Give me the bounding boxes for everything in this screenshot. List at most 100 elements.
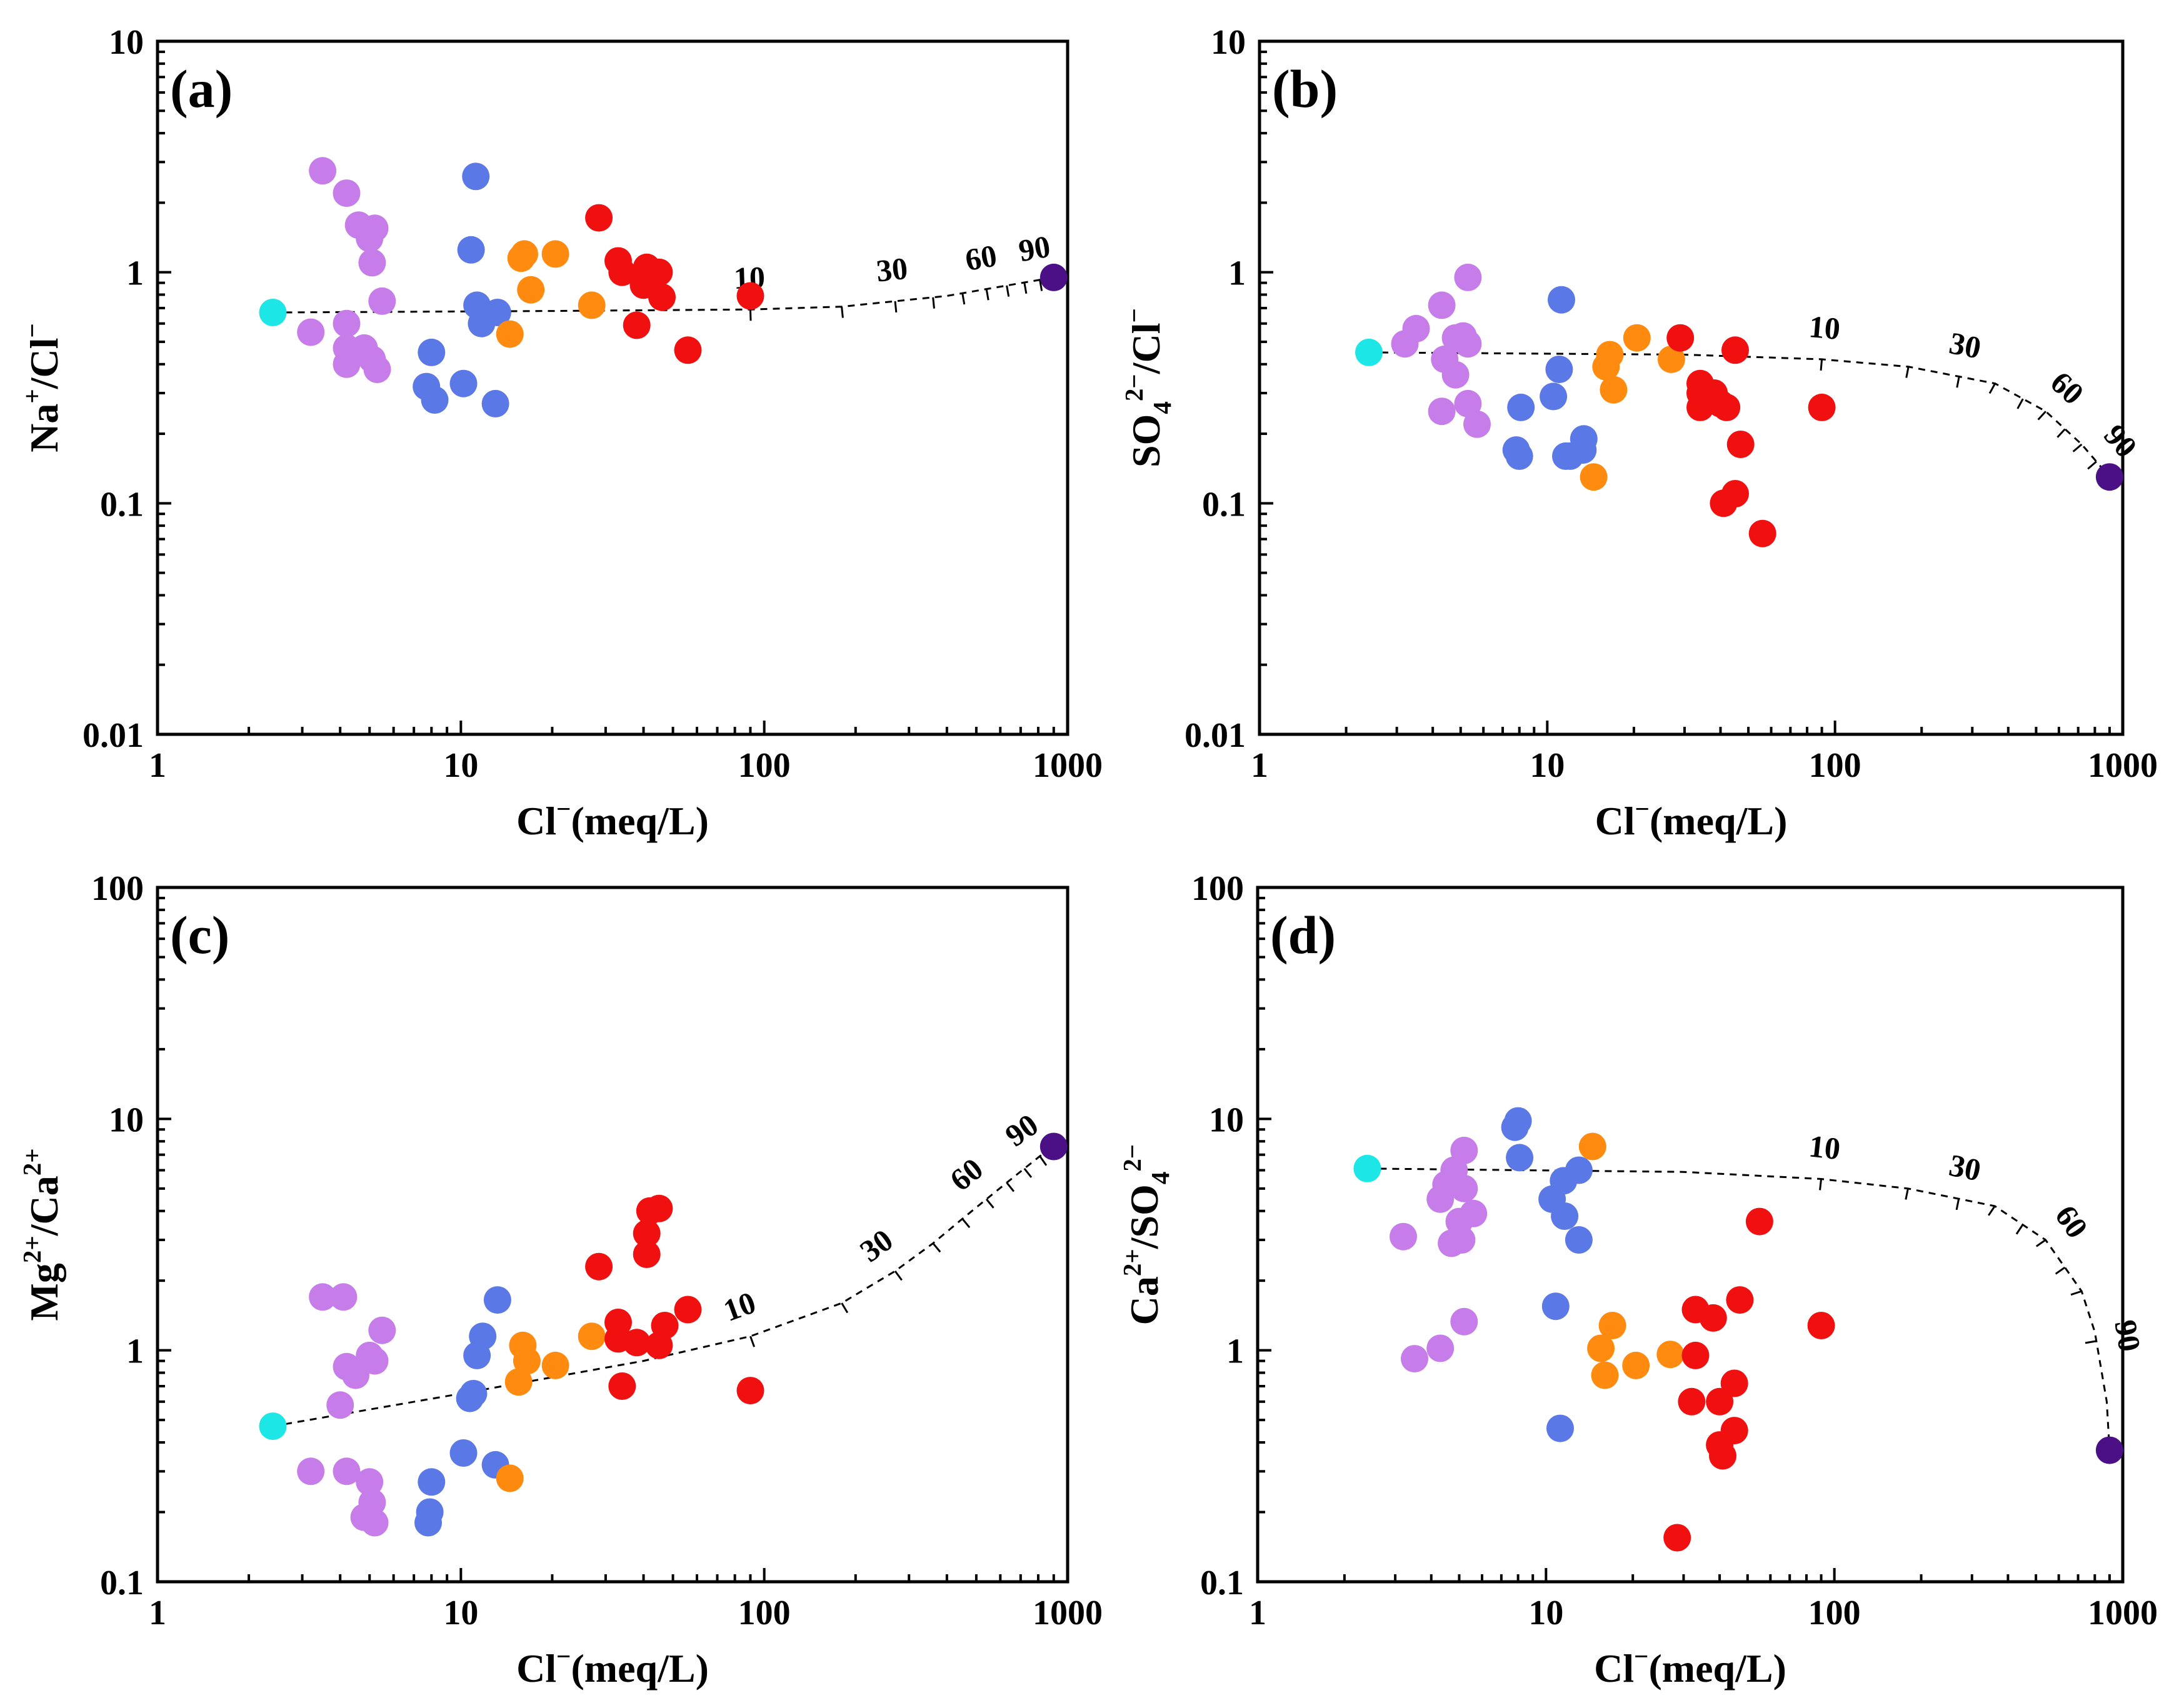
data-point — [1565, 1226, 1593, 1254]
data-point — [1807, 1312, 1835, 1339]
x-axis-label: Cl−(meq/L) — [516, 794, 709, 843]
data-point — [421, 386, 449, 414]
data-point — [623, 311, 651, 339]
data-point — [1505, 442, 1533, 470]
data-point — [674, 1296, 702, 1324]
data-point — [363, 356, 391, 383]
mixing-ticks — [1819, 1179, 2097, 1344]
data-point — [414, 1509, 442, 1537]
plot-frame — [156, 886, 1069, 1584]
data-point — [633, 1241, 661, 1268]
data-point — [736, 1377, 764, 1405]
y-axis-label: Ca2+/SO42− — [1118, 1144, 1175, 1326]
data-point — [585, 204, 613, 232]
mixing-percent-label: 10 — [1807, 1128, 1842, 1166]
data-point — [1454, 330, 1482, 358]
data-point — [541, 1351, 569, 1379]
y-tick-label: 0.01 — [1185, 716, 1246, 755]
x-tick-label: 1000 — [1033, 746, 1103, 785]
data-point — [462, 162, 490, 191]
y-tick-label: 0.1 — [100, 1564, 144, 1602]
y-tick-label: 1 — [1228, 254, 1246, 293]
series-red — [585, 204, 764, 364]
data-point — [1681, 1341, 1710, 1369]
x-tick-label: 100 — [738, 1594, 791, 1632]
plot-frame — [1256, 886, 2125, 1584]
data-point — [1726, 1286, 1754, 1314]
y-tick-label: 10 — [1211, 23, 1246, 62]
data-point — [633, 1219, 661, 1247]
mixing-line — [1367, 1167, 2111, 1451]
panel-a: 1 10 100 1000 0.01 0.1 1 10 (a) Cl−(meq/L) Na+/Cl−… — [18, 23, 1103, 843]
data-point — [623, 1329, 651, 1357]
data-point — [1657, 345, 1685, 373]
y-tick-label: 1 — [1226, 1332, 1244, 1371]
data-point — [418, 1468, 446, 1496]
data-point — [483, 1286, 511, 1314]
data-point — [496, 320, 524, 348]
data-point — [356, 224, 384, 252]
data-point — [1556, 442, 1584, 470]
data-point — [333, 179, 361, 207]
mixing-percent-label: 30 — [1946, 1147, 1984, 1188]
data-point — [1699, 1304, 1727, 1332]
data-point — [361, 1347, 389, 1375]
data-point — [1578, 1132, 1606, 1161]
x-tick-label: 10 — [443, 1594, 478, 1632]
data-point — [648, 283, 676, 311]
data-point — [1591, 1361, 1619, 1389]
data-point — [1551, 1202, 1579, 1230]
y-tick-label: 10 — [109, 23, 144, 62]
panel-b: 1 10 100 1000 0.01 0.1 1 10 (b) Cl−(meq/L) SO42−/C… — [1120, 23, 2158, 843]
data-point — [541, 240, 569, 268]
data-point — [1450, 1174, 1478, 1202]
endmember-sea — [2095, 1436, 2123, 1464]
x-tick-label: 100 — [738, 746, 791, 785]
y-tick-label: 10 — [1209, 1101, 1244, 1139]
data-point — [1401, 1345, 1428, 1373]
y-tick-label: 10 — [109, 1101, 144, 1139]
mixing-percent-label: 10 — [1808, 309, 1842, 346]
data-point — [1428, 397, 1456, 426]
x-tick-label: 1000 — [2088, 1594, 2158, 1632]
mixing-ticks — [1820, 359, 2097, 470]
data-point — [1656, 1341, 1685, 1369]
y-tick-label: 0.1 — [100, 485, 144, 524]
data-point — [674, 336, 702, 364]
data-point — [1428, 291, 1456, 319]
data-point — [1580, 463, 1608, 491]
x-axis-label: Cl−(meq/L) — [516, 1642, 709, 1691]
data-point — [1622, 1351, 1650, 1379]
data-point — [457, 236, 485, 264]
data-point — [736, 282, 764, 310]
series-blue — [414, 1286, 511, 1537]
series-red — [1666, 324, 1836, 547]
axis-ticks — [1258, 40, 2124, 736]
x-tick-label: 1000 — [1033, 1594, 1103, 1632]
data-point — [463, 1341, 491, 1369]
data-point — [1454, 389, 1482, 417]
data-point — [517, 276, 545, 304]
data-point — [368, 287, 396, 315]
data-point — [361, 1509, 389, 1537]
y-axis-label: SO42−/Cl− — [1120, 308, 1176, 467]
data-point — [608, 1372, 636, 1400]
data-point — [333, 350, 361, 378]
x-tick-label: 10 — [1528, 1594, 1563, 1632]
data-point — [309, 157, 337, 185]
endmember-fresh — [259, 1412, 287, 1441]
data-point — [297, 318, 325, 346]
mixing-percent-label: 90 — [1016, 229, 1053, 269]
mixing-ticks — [749, 1156, 1048, 1347]
axis-ticks — [1256, 886, 2124, 1583]
endmember-fresh — [1355, 338, 1383, 366]
y-axis-label: Mg2+/Ca2+ — [18, 1148, 66, 1321]
plot-frame — [156, 39, 1069, 736]
data-point — [1501, 1113, 1529, 1141]
panel-label: (d) — [1270, 905, 1336, 965]
x-tick-label: 1 — [149, 746, 166, 785]
x-tick-label: 1000 — [2088, 746, 2158, 785]
y-tick-label: 100 — [91, 869, 144, 908]
panel-label: (c) — [170, 905, 229, 965]
